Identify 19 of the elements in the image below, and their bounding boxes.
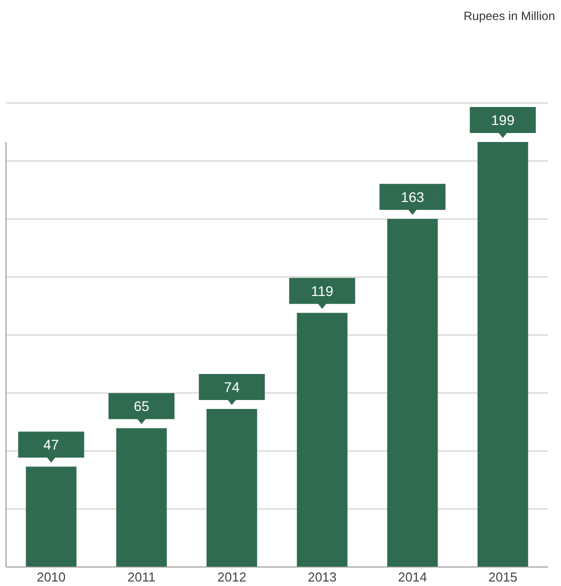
x-tick-label: 2013 (308, 570, 337, 585)
bar (116, 428, 167, 567)
data-label: 163 (400, 188, 424, 205)
bar (206, 408, 258, 567)
x-tick-label: 2010 (36, 570, 66, 585)
x-tick-label: 2011 (128, 570, 156, 585)
x-tick-label: 2015 (488, 570, 518, 585)
data-label: 74 (224, 378, 240, 395)
text: Rupees in Million (464, 9, 555, 23)
data-label: 199 (491, 112, 515, 128)
x-tick-label: 2012 (217, 570, 246, 585)
bar (26, 466, 76, 567)
x-tick-label: 2014 (398, 570, 427, 585)
data-label: 65 (134, 398, 150, 414)
data-label: 47 (43, 436, 60, 453)
data-label: 119 (311, 282, 334, 299)
bar (387, 218, 438, 567)
bar (478, 142, 528, 567)
bar (296, 312, 348, 567)
